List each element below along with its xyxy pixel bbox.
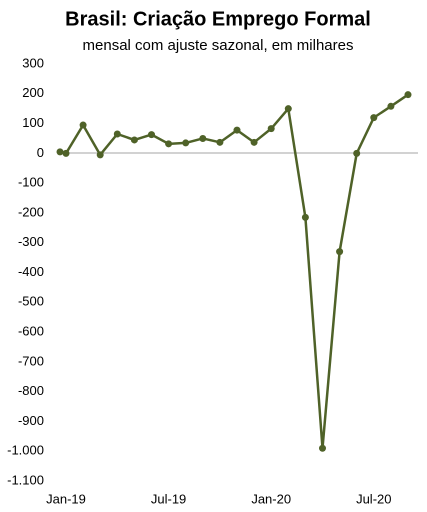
- point: [56, 148, 64, 156]
- point: [182, 139, 190, 147]
- point: [336, 248, 344, 256]
- point: [370, 114, 378, 122]
- y-tick-label: -100: [18, 175, 44, 190]
- y-tick-label: -900: [18, 413, 44, 428]
- point: [233, 126, 241, 134]
- y-tick-label: 300: [22, 55, 44, 70]
- y-tick-label: -400: [18, 264, 44, 279]
- y-tick-label: -1.100: [7, 472, 44, 487]
- point: [96, 151, 104, 159]
- y-tick-label: -300: [18, 234, 44, 249]
- point: [267, 125, 275, 133]
- x-tick-label: Jan-19: [46, 491, 86, 506]
- point: [165, 140, 173, 148]
- point: [301, 213, 309, 221]
- y-tick-label: -500: [18, 294, 44, 309]
- x-tick-label: Jan-20: [251, 491, 291, 506]
- y-tick-label: 100: [22, 115, 44, 130]
- y-tick-label: -200: [18, 204, 44, 219]
- point: [148, 131, 155, 139]
- x-tick-label: Jul-19: [151, 491, 186, 506]
- point: [130, 136, 138, 144]
- point: [62, 149, 70, 157]
- point: [353, 149, 361, 157]
- line: [59, 93, 409, 450]
- chart-title: Brasil: Criação Emprego Formal: [65, 8, 371, 30]
- point: [319, 444, 326, 452]
- x-tick-label: Jul-20: [356, 491, 391, 506]
- y-tick-label: -1.000: [7, 443, 44, 458]
- point: [113, 130, 121, 138]
- chart-subtitle: mensal com ajuste sazonal, em milhares: [83, 37, 354, 54]
- point: [404, 91, 412, 99]
- y-tick-label: -700: [18, 353, 44, 368]
- y-tick-label: 0: [37, 145, 44, 160]
- point: [387, 102, 395, 110]
- point: [284, 105, 292, 113]
- point: [216, 138, 224, 146]
- y-tick-label: -800: [18, 383, 44, 398]
- y-tick-label: 200: [22, 85, 44, 100]
- y-tick-label: -600: [18, 324, 44, 339]
- point: [250, 138, 258, 146]
- point: [79, 121, 87, 129]
- point: [199, 134, 207, 142]
